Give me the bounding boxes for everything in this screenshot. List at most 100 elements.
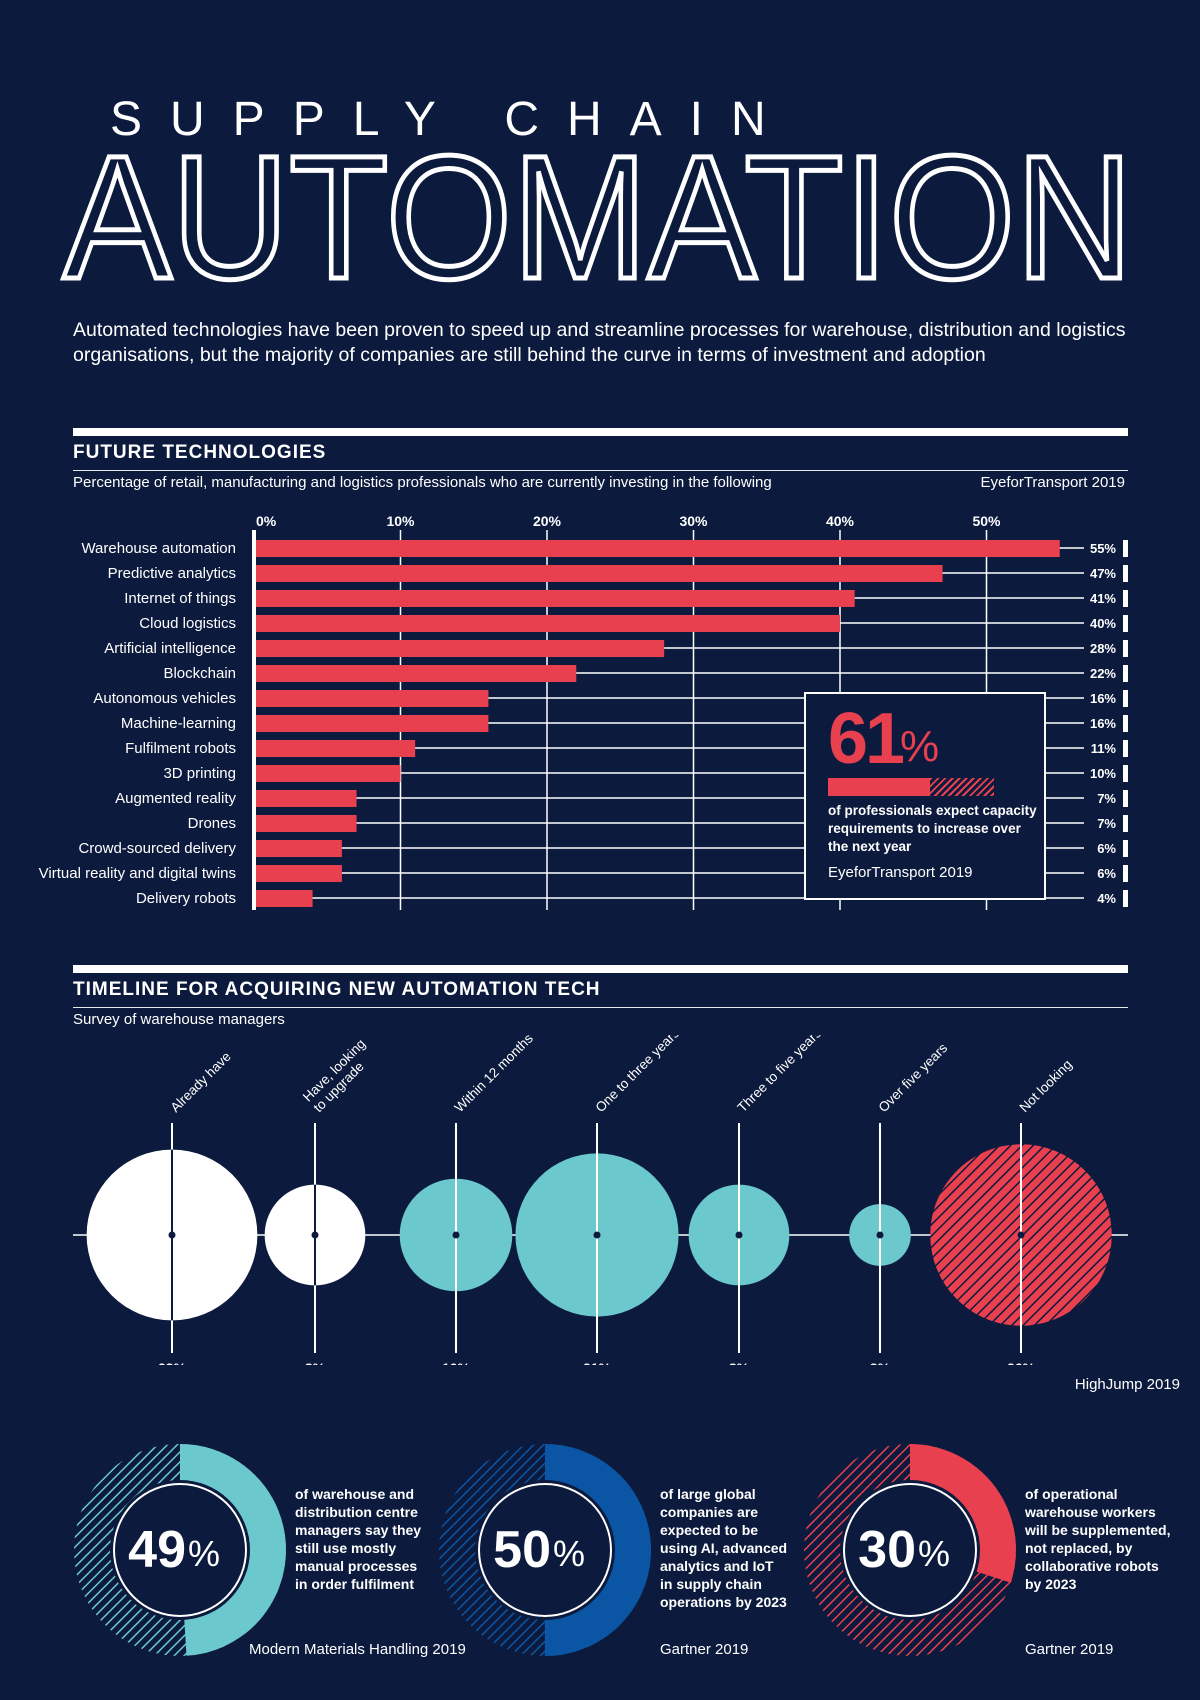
value-label: 16% [1090, 691, 1116, 706]
future-subtitle: Percentage of retail, manufacturing and … [73, 474, 772, 491]
category-label: Drones [188, 815, 236, 832]
bar [254, 615, 840, 632]
stat-text-line: managers say they [295, 1522, 421, 1538]
category-label: Virtual reality and digital twins [39, 865, 236, 882]
value-label-backdrop [1084, 841, 1090, 855]
header-title: AUTOMATION [61, 140, 1136, 290]
value-label: 6% [1097, 866, 1116, 881]
stat-text-line: operations by 2023 [660, 1594, 787, 1610]
future-tech-bar-chart: 0% 10% 20% 30% 40% 50% Warehouse automation Pre… [39, 513, 1128, 910]
value-marker [1123, 565, 1128, 582]
stat-text-line: analytics and IoT [660, 1558, 774, 1574]
value-label-backdrop [1084, 666, 1090, 680]
tick-label: 20% [533, 513, 562, 529]
section-underline [73, 470, 1128, 471]
category-label: Machine-learning [121, 715, 236, 732]
bubble-category-label: Over five years [876, 1040, 951, 1115]
stat-text-line: by 2023 [1025, 1576, 1077, 1592]
bar [254, 565, 943, 582]
value-label: 47% [1090, 566, 1116, 581]
donut-value: 30 [858, 1521, 916, 1579]
future-source: EyeforTransport 2019 [980, 474, 1125, 491]
category-label: Predictive analytics [108, 565, 236, 582]
bubble-category: Already have [168, 1049, 234, 1115]
bubble-category: Three to five years [735, 1035, 825, 1115]
value-marker [1123, 615, 1128, 632]
section-divider [73, 428, 1128, 436]
bar [254, 715, 489, 732]
bar [254, 690, 489, 707]
value-label-backdrop [1084, 816, 1090, 830]
bubble-center-dot [168, 1231, 176, 1239]
value-marker [1123, 640, 1128, 657]
value-label: 40% [1090, 616, 1116, 631]
value-marker [1123, 540, 1128, 557]
value-marker [1123, 590, 1128, 607]
header-kicker: SUPPLY CHAIN [110, 93, 794, 146]
stat-text-line: of large global [660, 1486, 756, 1502]
bubble-center-dot [1017, 1231, 1025, 1239]
stat-text-line: in order fulfilment [295, 1576, 414, 1592]
value-label-backdrop [1084, 541, 1090, 555]
value-label-backdrop [1084, 741, 1090, 755]
bubble-value-label: 8% [305, 1360, 326, 1365]
bubble-category-label: Within 12 months [452, 1035, 537, 1115]
header-title-text: AUTOMATION [63, 140, 1133, 290]
future-title: FUTURE TECHNOLOGIES [73, 442, 327, 463]
capacity-callout: 61 % of professionals expect capacity re… [804, 692, 1046, 900]
bar [254, 890, 313, 907]
bubble-value-label: 23% [158, 1360, 187, 1365]
bar [254, 765, 401, 782]
category-label: Autonomous vehicles [93, 690, 236, 707]
stat-source: Modern Materials Handling 2019 [249, 1641, 466, 1658]
category-label: Artificial intelligence [104, 640, 236, 657]
donut-unit: % [918, 1533, 950, 1574]
bubble-center-dot [876, 1231, 884, 1239]
bubble-value-label: 10% [442, 1360, 471, 1365]
stat-text-line: companies are [660, 1504, 758, 1520]
category-label: Internet of things [124, 590, 236, 607]
callout-value: 61 [828, 699, 905, 779]
tick-label: 50% [972, 513, 1001, 529]
stat-source: Gartner 2019 [1025, 1641, 1113, 1658]
tick-label: 40% [826, 513, 855, 529]
bubble-category-label: Three to five years [735, 1035, 825, 1115]
value-marker [1123, 790, 1128, 807]
tick-label: 10% [386, 513, 415, 529]
bubble-category-label: Already have [168, 1049, 234, 1115]
category-label: Crowd-sourced delivery [78, 840, 236, 857]
bubble-category: One to three years [593, 1035, 683, 1115]
stat-source: Gartner 2019 [660, 1641, 748, 1658]
bubble-category: Within 12 months [452, 1035, 537, 1115]
bubble-value-label: 3% [870, 1360, 891, 1365]
category-label: Augmented reality [115, 790, 236, 807]
bar [254, 665, 577, 682]
value-marker [1123, 865, 1128, 882]
bubble-center-dot [593, 1231, 601, 1239]
bar [254, 790, 357, 807]
bar [254, 840, 342, 857]
value-marker [1123, 815, 1128, 832]
value-label-backdrop [1084, 641, 1090, 655]
callout-bar-remainder [930, 778, 994, 796]
category-label: Fulfilment robots [125, 740, 236, 757]
section-divider [73, 965, 1128, 973]
value-marker [1123, 665, 1128, 682]
section-underline [73, 1007, 1128, 1008]
bubble-category-label: Not looking [1017, 1057, 1075, 1115]
donut-value-arc [439, 1444, 651, 1656]
value-label: 28% [1090, 641, 1116, 656]
callout-bar [828, 778, 930, 796]
stat-text-line: using AI, advanced [660, 1540, 787, 1556]
value-label-backdrop [1084, 591, 1090, 605]
category-label: Warehouse automation [81, 540, 236, 557]
stat-text-line: distribution centre [295, 1504, 418, 1520]
stat-text-line: in supply chain [660, 1576, 762, 1592]
callout-unit: % [900, 722, 940, 771]
bubble-center-dot [452, 1231, 460, 1239]
value-label-backdrop [1084, 891, 1090, 905]
value-label-backdrop [1084, 566, 1090, 580]
bubble-center-dot [311, 1231, 319, 1239]
stat-text-line: of warehouse and [295, 1486, 414, 1502]
timeline-subtitle: Survey of warehouse managers [73, 1011, 285, 1028]
